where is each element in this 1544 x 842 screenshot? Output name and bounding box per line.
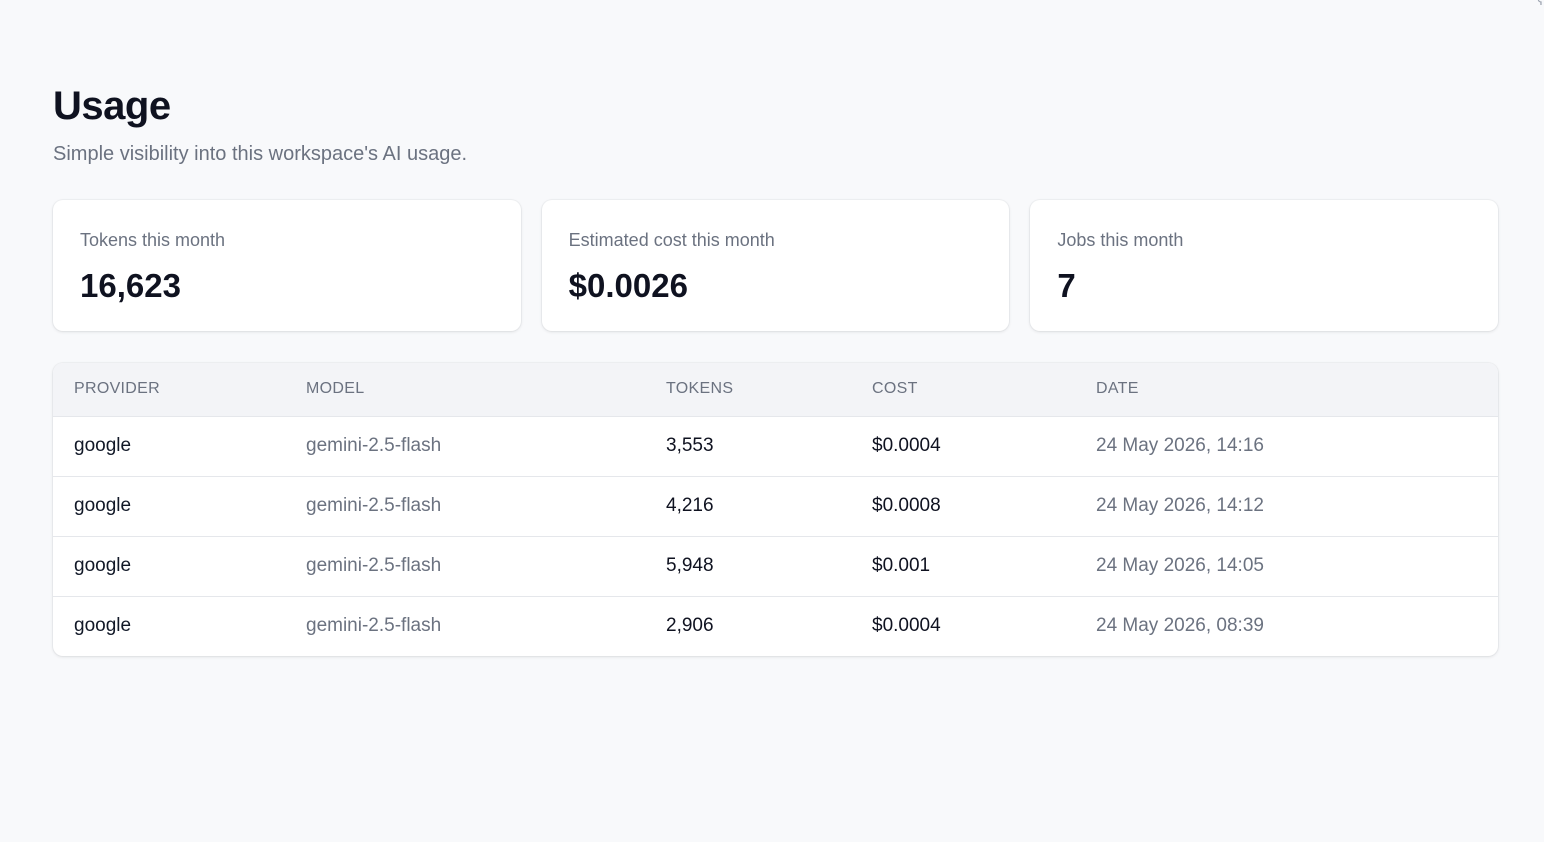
stat-value: $0.0026 (568, 267, 688, 304)
usage-table: PROVIDER MODEL TOKENS COST DATE google g… (53, 363, 1498, 656)
column-header-cost: COST (851, 363, 1075, 417)
cell-provider: google (74, 615, 132, 637)
stat-value: 16,623 (80, 267, 181, 304)
column-header-date: DATE (1075, 363, 1498, 417)
column-header-model: MODEL (285, 363, 645, 417)
column-header-provider: PROVIDER (53, 363, 285, 417)
cell-tokens: 3,553 (645, 416, 851, 477)
stat-label: Tokens this month (80, 230, 226, 250)
cell-cost: $0.001 (851, 536, 1075, 597)
cell-tokens: 5,948 (645, 536, 851, 597)
cell-provider: google (53, 476, 285, 537)
cell-cost: $0.0004 (872, 615, 941, 637)
page-subtitle: Simple visibility into this workspace's … (53, 143, 467, 165)
table-row: google gemini-2.5-flash 3,553 $0.0004 24… (53, 416, 1498, 477)
stat-card-tokens: Tokens this month 16,623 (53, 200, 521, 331)
table-row: google gemini-2.5-flash 2,906 $0.0004 24… (53, 596, 1498, 656)
stat-card-cost: Estimated cost this month $0.0026 (541, 200, 1010, 331)
stat-label: Jobs this month (1057, 230, 1184, 250)
cell-model: gemini-2.5-flash (306, 615, 442, 637)
stat-label: Estimated cost this month (568, 230, 775, 250)
cell-cost: $0.0004 (851, 416, 1075, 477)
table-header-row: PROVIDER MODEL TOKENS COST DATE (53, 363, 1498, 417)
cell-date: 24 May 2026, 08:39 (1096, 615, 1264, 637)
column-header-tokens: TOKENS (645, 363, 851, 417)
stats-row: Tokens this month 16,623 Estimated cost … (53, 200, 1499, 331)
table-row: google gemini-2.5-flash 4,216 $0.0008 24… (53, 476, 1498, 537)
cell-provider: google (53, 536, 285, 597)
cell-model: gemini-2.5-flash (285, 536, 645, 597)
cell-tokens: 2,906 (666, 615, 714, 637)
cell-date: 24 May 2026, 14:12 (1075, 476, 1498, 537)
usage-table-card: PROVIDER MODEL TOKENS COST DATE google g… (53, 363, 1498, 656)
stat-value: 7 (1057, 267, 1076, 304)
cell-model: gemini-2.5-flash (285, 416, 645, 477)
page-title: Usage (53, 84, 171, 128)
table-row: google gemini-2.5-flash 5,948 $0.001 24 … (53, 536, 1498, 597)
corner-icon: ʕ (1537, 0, 1544, 8)
cell-date: 24 May 2026, 14:05 (1075, 536, 1498, 597)
cell-date: 24 May 2026, 14:16 (1075, 416, 1498, 477)
cell-cost: $0.0008 (851, 476, 1075, 537)
cell-tokens: 4,216 (645, 476, 851, 537)
cell-provider: google (53, 416, 285, 477)
cell-model: gemini-2.5-flash (285, 476, 645, 537)
stat-card-jobs: Jobs this month 7 (1030, 200, 1499, 331)
